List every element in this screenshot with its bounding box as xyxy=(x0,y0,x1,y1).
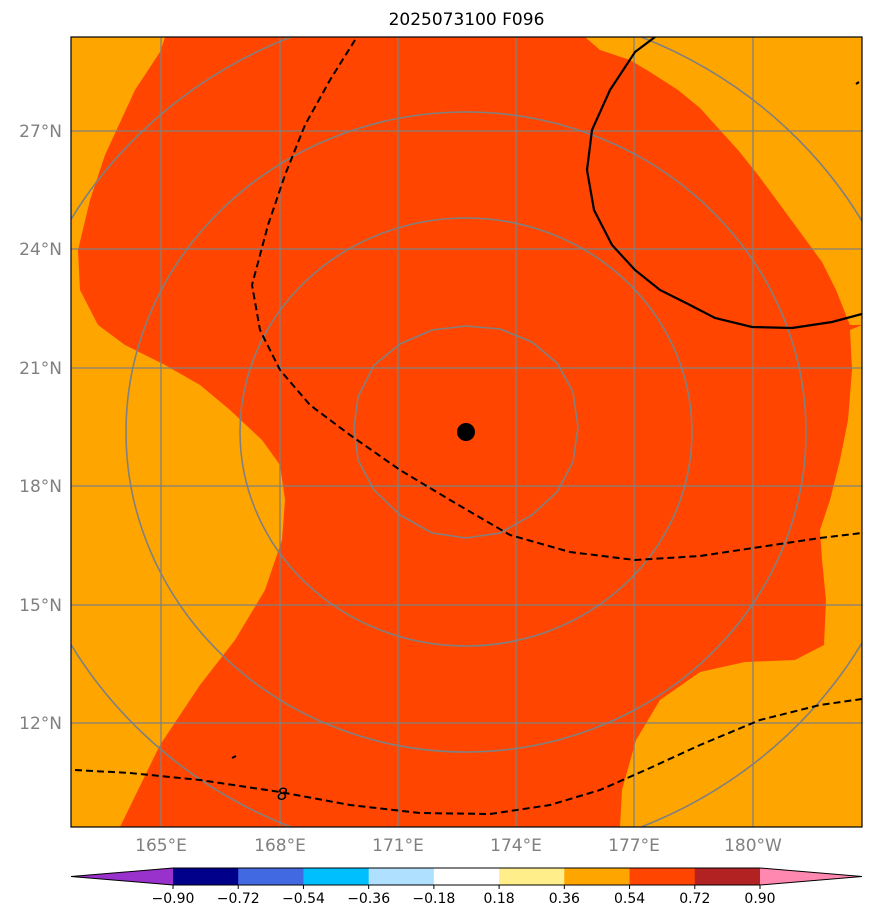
solid-contour xyxy=(585,37,862,330)
lon-label-177: 177°E xyxy=(608,836,660,856)
range-ring-1 xyxy=(353,325,579,539)
range-ring-3 xyxy=(125,111,807,753)
colorbar-tick-label: −0.90 xyxy=(152,891,195,907)
colorbar-segment xyxy=(368,868,435,885)
range-rings xyxy=(71,37,862,827)
solid-contour-fragment xyxy=(855,81,860,85)
dashed-contour-lower xyxy=(74,698,862,816)
colorbar-extend-high xyxy=(760,868,862,885)
map-frame xyxy=(70,36,863,828)
colorbar-extend-low xyxy=(71,868,173,885)
dashed-contours xyxy=(74,39,862,816)
lat-label-21: 21°N xyxy=(19,359,62,379)
lon-labels: 165°E 168°E 171°E 174°E 177°E 180°W xyxy=(135,836,782,856)
range-ring-2 xyxy=(239,217,693,647)
lon-label-168: 168°E xyxy=(254,836,306,856)
field-region-0.36-0.54-upper-right xyxy=(585,37,862,325)
storm-center-marker xyxy=(457,423,475,441)
colorbar-tick-label: −0.72 xyxy=(217,891,260,907)
colorbar-segment xyxy=(303,868,370,885)
lat-label-12: 12°N xyxy=(19,714,62,734)
lat-label-24: 24°N xyxy=(19,240,62,260)
colorbar-tick-label: 0.54 xyxy=(614,891,645,907)
lat-label-18: 18°N xyxy=(19,477,62,497)
dashed-contour-fragment xyxy=(231,755,237,759)
gridlines xyxy=(71,37,862,827)
colorbar-segment xyxy=(629,868,696,885)
colorbar-segment xyxy=(238,868,304,885)
colorbar-segment xyxy=(499,868,565,885)
colorbar-segment xyxy=(433,868,500,885)
lon-label-180: 180°W xyxy=(724,836,782,856)
colorbar-segment xyxy=(173,868,239,885)
colorbar-segment xyxy=(694,868,761,885)
lat-label-27: 27°N xyxy=(19,122,62,142)
contour-label: 8 xyxy=(277,785,288,805)
lat-label-15: 15°N xyxy=(19,596,62,616)
colorbar-tick-label: −0.18 xyxy=(412,891,455,907)
colorbar-tick-label: −0.36 xyxy=(347,891,390,907)
colorbar: −0.90 −0.72 −0.54 −0.36 −0.18 0.18 0.36 0.54 0.7… xyxy=(70,867,863,907)
colorbar-tick-label: −0.54 xyxy=(282,891,325,907)
colorbar-segment xyxy=(564,868,631,885)
colorbar-tick-label: 0.90 xyxy=(744,891,775,907)
colorbar-tick-label: 0.36 xyxy=(549,891,580,907)
lon-label-174: 174°E xyxy=(490,836,542,856)
colorbar-tick-label: 0.18 xyxy=(484,891,515,907)
dashed-contour-upper xyxy=(250,39,862,562)
colorbar-tick-label: 0.72 xyxy=(679,891,710,907)
lon-label-171: 171°E xyxy=(372,836,424,856)
lat-labels: 27°N 24°N 21°N 18°N 15°N 12°N xyxy=(19,122,62,734)
lon-label-165: 165°E xyxy=(135,836,187,856)
map-title: 2025073100 F096 xyxy=(388,10,545,30)
